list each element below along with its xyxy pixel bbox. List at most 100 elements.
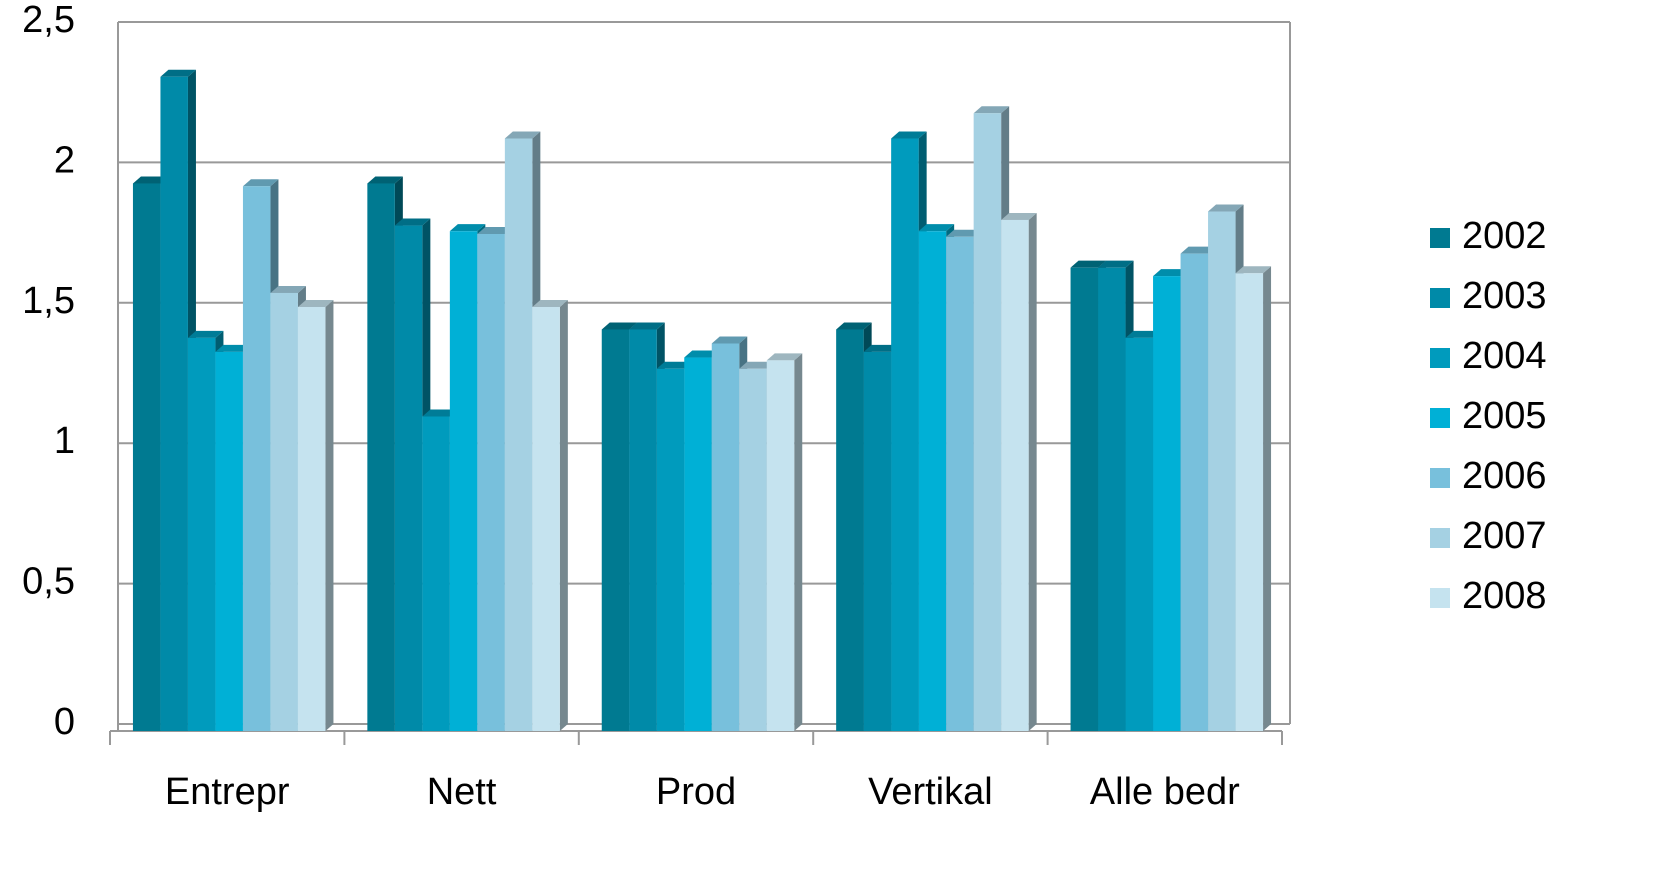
bar (422, 416, 450, 731)
bar (242, 186, 271, 732)
bar (863, 351, 892, 731)
bar-side (1028, 212, 1037, 732)
legend-label: 2003 (1462, 275, 1547, 317)
bar (1125, 337, 1154, 731)
bar (1180, 253, 1209, 731)
bar (297, 306, 326, 731)
bar-top (836, 322, 872, 330)
bar-side (1263, 266, 1272, 731)
bar-side (794, 353, 803, 731)
bar-top (973, 106, 1010, 114)
bar (973, 113, 1002, 732)
x-tick-label: Entrepr (165, 771, 290, 813)
legend-label: 2005 (1462, 395, 1547, 437)
x-tick-label: Nett (427, 771, 497, 813)
y-tick-label: 1 (54, 420, 75, 462)
bar-top (367, 176, 403, 184)
x-tick-label: Vertikal (868, 771, 993, 813)
bar-top (449, 224, 486, 232)
legend-swatch (1430, 528, 1450, 548)
bar-top (711, 336, 748, 344)
bar (629, 329, 657, 731)
bar-top (1235, 266, 1272, 274)
bar-top (1208, 204, 1244, 212)
bar-top (1180, 246, 1217, 254)
bar-side (559, 299, 568, 731)
bar (711, 343, 740, 731)
bar-top (1125, 330, 1162, 338)
bar-top (918, 224, 955, 232)
bar (160, 76, 188, 731)
bar-top (270, 285, 306, 293)
bar-top (504, 131, 541, 139)
bar-top (297, 299, 334, 307)
legend-swatch (1430, 348, 1450, 368)
legend-swatch (1430, 588, 1450, 608)
bar (946, 236, 974, 732)
y-tick-label: 1,5 (22, 280, 75, 322)
legend-label: 2002 (1462, 215, 1547, 257)
bar (132, 183, 161, 731)
bar (1208, 211, 1236, 731)
legend-label: 2007 (1462, 515, 1547, 557)
bar-top (863, 344, 900, 352)
bar (684, 357, 712, 731)
bar-top (684, 350, 720, 358)
bar (891, 138, 919, 732)
bar-top (160, 69, 196, 77)
bar (766, 360, 795, 731)
bar (1235, 273, 1264, 731)
bar (367, 183, 395, 731)
y-tick-label: 0 (54, 701, 75, 743)
x-tick-label: Alle bedr (1090, 771, 1240, 813)
bar (656, 368, 685, 731)
bar-top (656, 361, 693, 369)
legend-label: 2008 (1462, 575, 1547, 617)
bar (1098, 267, 1126, 731)
y-tick-label: 0,5 (22, 561, 75, 603)
bar-top (132, 176, 169, 184)
bar (449, 231, 478, 731)
bar (394, 225, 423, 731)
bar-top (532, 299, 568, 307)
bar-top (766, 353, 803, 361)
legend-swatch (1430, 408, 1450, 428)
bar-top (187, 330, 224, 338)
bar-top (215, 344, 251, 352)
bar-side (325, 299, 334, 731)
bar (1153, 276, 1181, 731)
x-tick-label: Prod (656, 771, 736, 813)
bar (918, 231, 947, 731)
legend-swatch (1430, 228, 1450, 248)
bar (532, 306, 560, 731)
bar-top (242, 179, 279, 187)
bar-top (1098, 260, 1134, 268)
bar-top (477, 226, 513, 234)
bar (504, 138, 533, 732)
bar-top (422, 409, 458, 417)
y-tick-label: 2 (54, 139, 75, 181)
bar-top (394, 218, 431, 226)
bar-top (891, 131, 927, 139)
y-tick-label: 2,5 (22, 0, 75, 41)
bar (215, 351, 243, 731)
legend-label: 2006 (1462, 455, 1547, 497)
bar-top (1153, 269, 1189, 277)
bar (477, 233, 505, 731)
bar-top (1001, 212, 1037, 220)
bar (1001, 219, 1029, 731)
bar (1070, 267, 1099, 731)
bar-top (946, 229, 982, 237)
bar-top (739, 361, 775, 369)
bar (836, 329, 864, 731)
bar-top (601, 322, 638, 330)
legend-label: 2004 (1462, 335, 1547, 377)
bar (739, 368, 767, 731)
bar (187, 337, 216, 731)
bar-top (629, 322, 665, 330)
bar (270, 292, 298, 731)
legend-swatch (1430, 288, 1450, 308)
bar-top (1070, 260, 1107, 268)
legend-swatch (1430, 468, 1450, 488)
